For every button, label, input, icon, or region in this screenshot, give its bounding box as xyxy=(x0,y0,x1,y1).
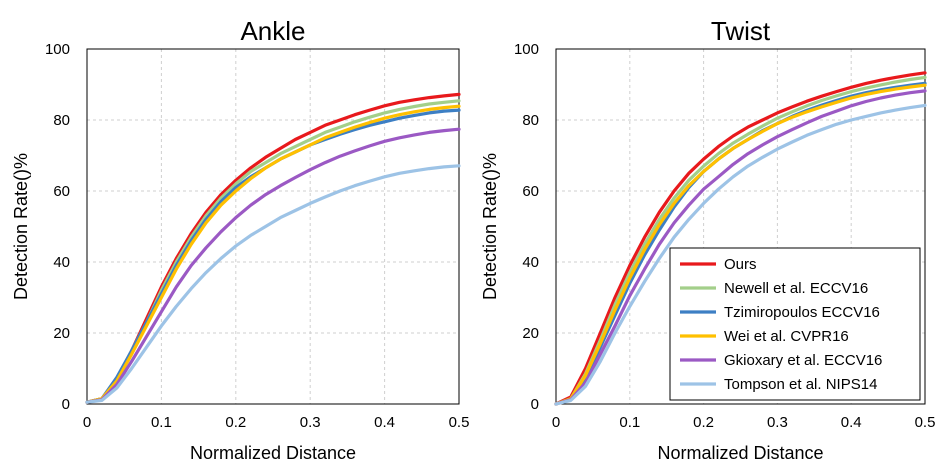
x-tick-label: 0.4 xyxy=(841,414,862,431)
x-tick-label: 0.5 xyxy=(449,414,470,431)
y-tick-label: 60 xyxy=(53,183,70,200)
y-tick-label: 40 xyxy=(522,254,539,271)
series-line-1 xyxy=(85,99,461,404)
x-tick-label: 0.2 xyxy=(693,414,714,431)
series-line-1 xyxy=(554,75,927,406)
y-tick-label: 20 xyxy=(522,325,539,342)
series-line-0 xyxy=(85,92,461,404)
y-tick-label: 100 xyxy=(45,41,70,58)
y-tick-label: 40 xyxy=(53,254,70,271)
series-line-4 xyxy=(554,89,927,406)
y-tick-label: 60 xyxy=(522,183,539,200)
chart-0: 0 0.1 0.2 0.3 0.4 0.5 0 20 40 60 80 100 Ankle Normali… xyxy=(11,16,469,463)
y-tick-label: 100 xyxy=(514,41,539,58)
series-line-3 xyxy=(85,104,461,404)
y-tick-label: 20 xyxy=(53,325,70,342)
x-tick-label: 0.2 xyxy=(225,414,246,431)
x-tick-label: 0.3 xyxy=(300,414,321,431)
y-axis-label: Detection Rate()% xyxy=(11,153,31,300)
legend-label-3: Wei et al. CVPR16 xyxy=(724,328,849,345)
x-tick-label: 0.4 xyxy=(374,414,395,431)
series-line-0 xyxy=(554,71,927,406)
y-tick-label: 0 xyxy=(62,396,70,413)
legend-label-4: Gkioxary et al. ECCV16 xyxy=(724,352,882,369)
series-line-5 xyxy=(554,103,927,406)
y-axis-label: Detection Rate()% xyxy=(480,153,500,300)
series-line-4 xyxy=(85,127,461,404)
legend-box xyxy=(669,247,921,401)
y-tick-label: 80 xyxy=(522,112,539,129)
x-tick-label: 0.1 xyxy=(619,414,640,431)
chart-title: Twist xyxy=(711,16,771,46)
y-tick-label: 0 xyxy=(531,396,539,413)
chart-1: 0 0.1 0.2 0.3 0.4 0.5 0 20 40 60 80 100 Twist Normali… xyxy=(480,16,935,463)
chart-title: Ankle xyxy=(240,16,305,46)
legend-label-2: Tzimiropoulos ECCV16 xyxy=(724,304,880,321)
series-line-5 xyxy=(85,164,461,404)
x-axis-label: Normalized Distance xyxy=(657,443,823,463)
legend-label-1: Newell et al. ECCV16 xyxy=(724,280,868,297)
y-tick-label: 80 xyxy=(53,112,70,129)
series-line-3 xyxy=(554,83,927,406)
plot-frame xyxy=(555,48,926,405)
legend-label-0: Ours xyxy=(724,256,757,273)
x-tick-label: 0 xyxy=(552,414,560,431)
x-tick-label: 0.5 xyxy=(915,414,936,431)
x-tick-label: 0.1 xyxy=(151,414,172,431)
x-tick-label: 0.3 xyxy=(767,414,788,431)
x-axis-label: Normalized Distance xyxy=(190,443,356,463)
legend: Ours Newell et al. ECCV16 Tzimiropoulos EC… xyxy=(669,247,921,401)
legend-label-5: Tompson et al. NIPS14 xyxy=(724,376,877,393)
x-tick-label: 0 xyxy=(83,414,91,431)
plot-frame xyxy=(86,48,460,405)
